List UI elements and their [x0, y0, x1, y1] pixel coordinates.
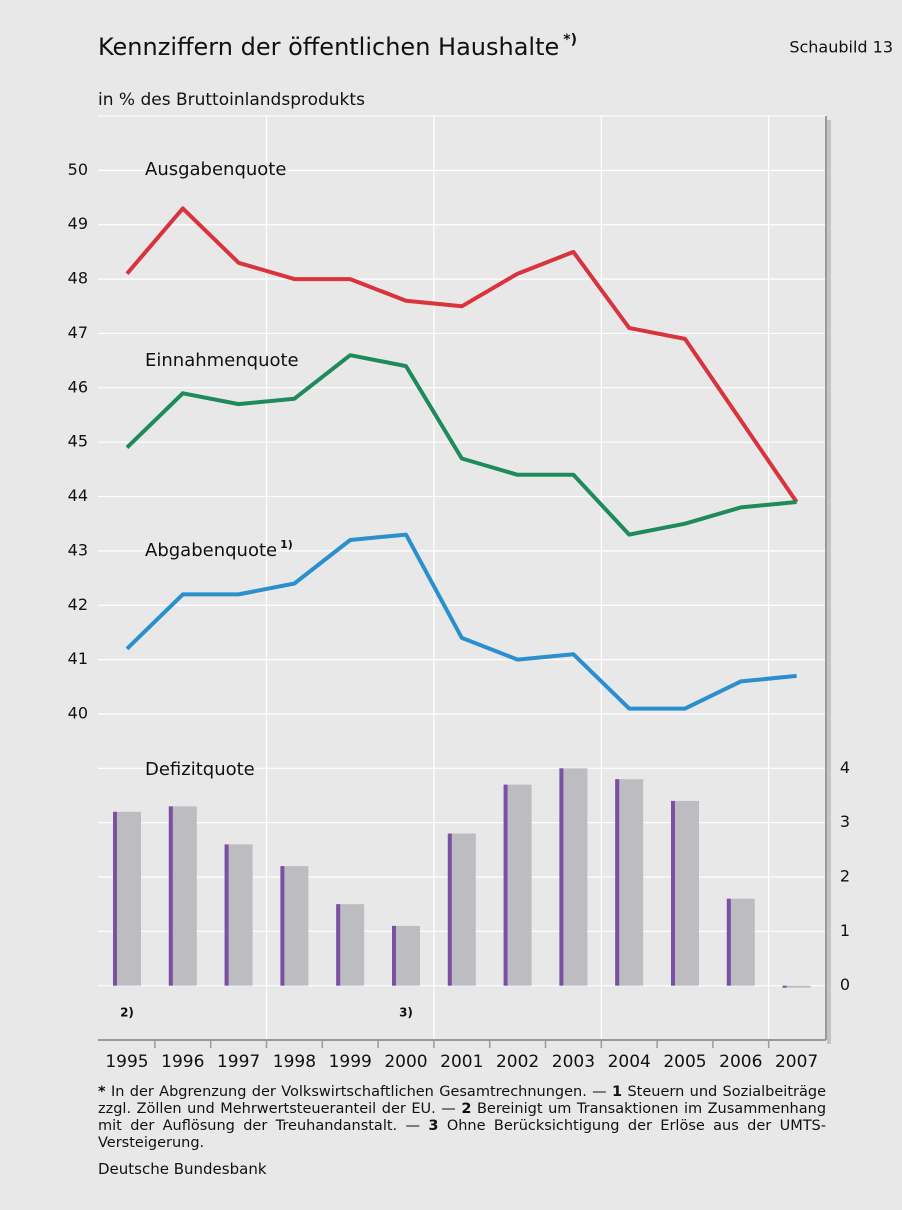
bar [336, 904, 365, 986]
y-tick-label: 44 [68, 486, 88, 505]
bar-edge [447, 833, 452, 986]
bar-edge [336, 904, 341, 986]
bar-edge [503, 784, 508, 986]
bar-edge [726, 898, 731, 986]
bar-edge [280, 866, 285, 986]
bar [280, 866, 309, 986]
footnote: 1 Steuern und Sozialbeiträge zzgl. Zölle… [98, 1084, 826, 1117]
bar-edge [224, 844, 229, 986]
footnote: 2 Bereinigt um Transaktionen im Zusammen… [98, 1101, 826, 1134]
y2-tick-label: 2 [840, 867, 850, 886]
x-tick-label: 2000 [384, 1052, 427, 1072]
bar [671, 800, 699, 986]
x-tick-label: 1997 [217, 1052, 260, 1072]
y2-tick-label: 4 [840, 758, 850, 777]
bar-edge [168, 806, 173, 986]
y-tick-label: 41 [68, 649, 88, 668]
bar [392, 925, 420, 986]
footnote-text: Bereinigt um Transaktionen im Zusammenha… [98, 1101, 827, 1134]
x-tick-label: 2006 [719, 1052, 762, 1072]
series-label-group: Einnahmenquote [145, 350, 299, 371]
bar-edge [615, 779, 620, 986]
bar [782, 985, 811, 988]
x-tick-label: 2002 [496, 1052, 539, 1072]
footnote-marker: * [98, 1084, 106, 1100]
bar-edge [671, 800, 675, 986]
footnote-marker: 1 [612, 1084, 623, 1100]
bar [726, 898, 755, 986]
x-tick-label: 1996 [161, 1052, 204, 1072]
title-note: *) [563, 32, 577, 48]
series-label: Abgabenquote [145, 540, 277, 561]
line [125, 532, 797, 711]
x-tick-label: 1998 [273, 1052, 316, 1072]
y-tick-label: 49 [68, 214, 88, 233]
x-tick-label: 2007 [775, 1052, 818, 1072]
footnote-text: Ohne Berücksichtigung der Erlöse aus der… [98, 1118, 826, 1151]
series-label-group: Ausgabenquote [145, 159, 286, 180]
series-label-group: Abgabenquote 1) [145, 538, 293, 561]
y-tick-label: 42 [68, 595, 88, 614]
bar-edge [782, 985, 787, 988]
bar-edge [559, 768, 564, 986]
footnotes: * In der Abgrenzung der Volkswirtschaftl… [98, 1084, 826, 1152]
bar [503, 784, 532, 986]
y-tick-label: 48 [68, 269, 88, 288]
y-tick-label: 40 [68, 704, 88, 723]
chart-title: Kennziffern der öffentlichen Haushalte [98, 33, 559, 61]
x-tick-label: 1995 [105, 1052, 148, 1072]
subtitle: in % des Bruttoinlandsprodukts [98, 90, 365, 110]
annotation: 2) [120, 1006, 134, 1020]
bar-edge [113, 811, 117, 986]
footnote-text: In der Abgrenzung der Volkswirtschaftlic… [110, 1084, 607, 1100]
x-tick-label: 2005 [663, 1052, 706, 1072]
bar [224, 844, 253, 986]
line [125, 353, 797, 537]
annotation: 3) [399, 1006, 413, 1020]
y-tick-label: 47 [68, 323, 88, 342]
bar [113, 811, 141, 986]
figure-label: Schaubild 13 [789, 38, 893, 57]
x-tick-label: 2001 [440, 1052, 483, 1072]
bar [168, 806, 197, 986]
x-tick-label: 2004 [608, 1052, 651, 1072]
bar [615, 779, 644, 986]
series-label: Defizitquote [145, 759, 255, 780]
y-tick-label: 50 [68, 160, 88, 179]
series-label: Ausgabenquote [145, 159, 286, 180]
y-tick-label: 45 [68, 432, 88, 451]
series-note: 1) [280, 538, 293, 551]
line [125, 206, 799, 504]
footnote-marker: 3 [428, 1118, 439, 1134]
bar [447, 833, 476, 986]
chart-title-group: Kennziffern der öffentlichen Haushalte *) [98, 32, 577, 61]
source: Deutsche Bundesbank [98, 1160, 267, 1178]
bar [559, 768, 588, 986]
footnote-text: Steuern und Sozialbeiträge zzgl. Zöllen … [98, 1084, 826, 1117]
x-tick-label: 1999 [329, 1052, 372, 1072]
y-tick-label: 43 [68, 540, 88, 559]
y2-tick-label: 0 [840, 975, 850, 994]
y2-tick-label: 1 [840, 921, 850, 940]
bar-edge [392, 925, 396, 986]
series-label-group: Defizitquote [145, 759, 255, 780]
footnote: 3 Ohne Berücksichtigung der Erlöse aus d… [98, 1118, 826, 1151]
series-label: Einnahmenquote [145, 350, 299, 371]
footnote-marker: 2 [461, 1101, 472, 1117]
y-tick-label: 46 [68, 377, 88, 396]
footnote: * In der Abgrenzung der Volkswirtschaftl… [98, 1084, 612, 1100]
chart: Kennziffern der öffentlichen Haushalte *)… [68, 32, 893, 1072]
y2-tick-label: 3 [840, 812, 850, 831]
x-tick-label: 2003 [552, 1052, 595, 1072]
